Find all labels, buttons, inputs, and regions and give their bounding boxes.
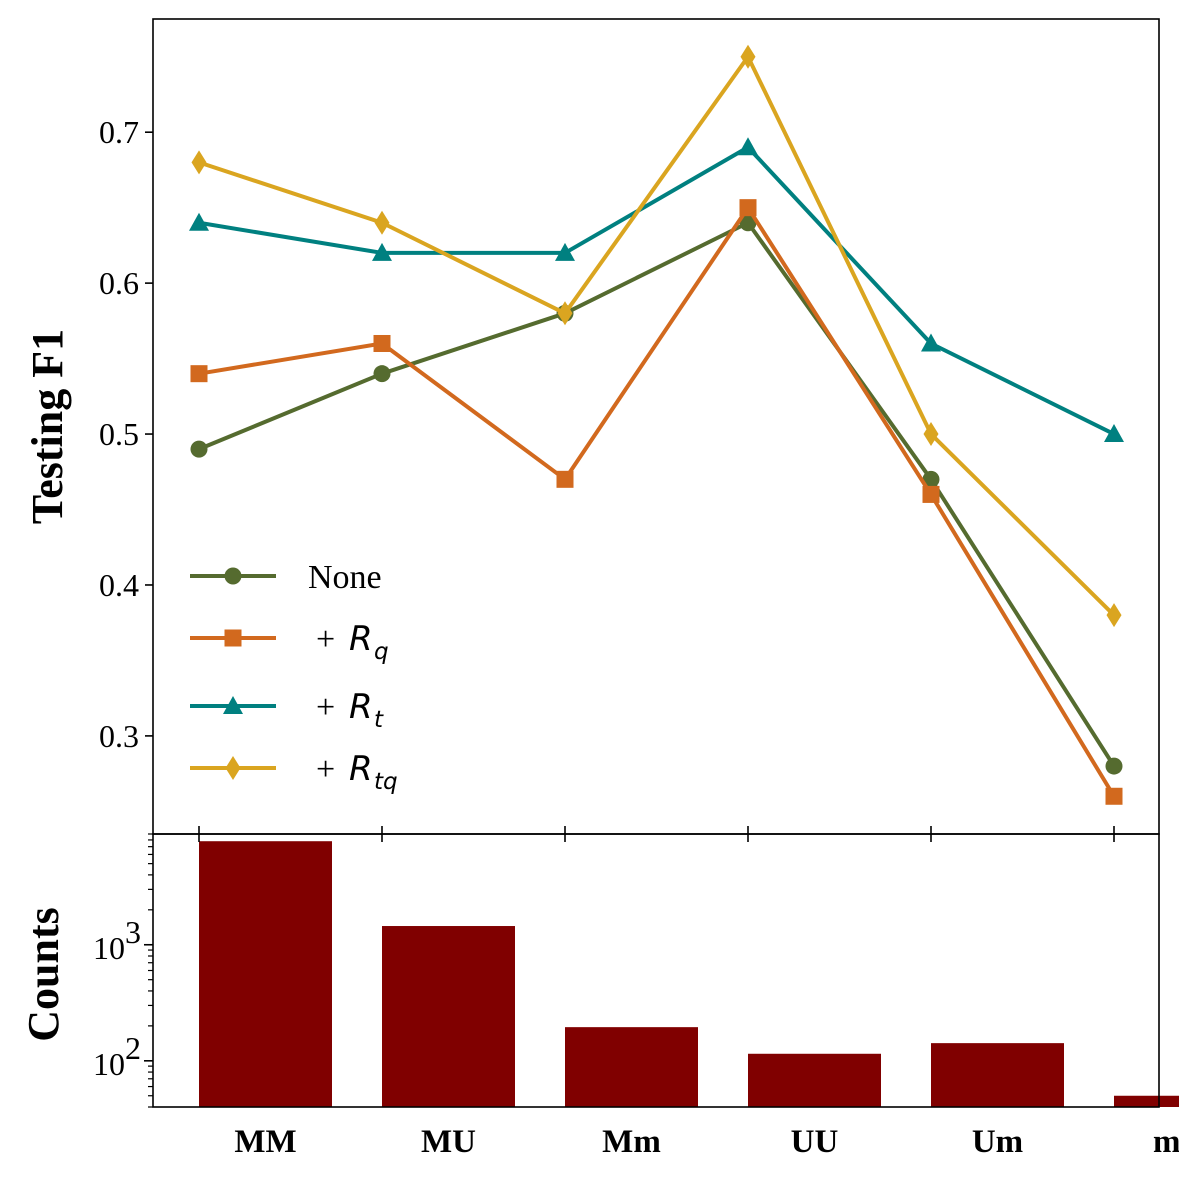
legend-marker: [223, 696, 243, 714]
series-2: [189, 137, 1124, 443]
plot-frame: [152, 18, 1160, 835]
x-tick-label: Um: [972, 1124, 1023, 1160]
series-line: [198, 205, 1116, 798]
data-point-marker: [373, 365, 391, 383]
data-point-marker: [191, 150, 207, 175]
data-point-marker: [739, 199, 757, 217]
legend-marker: [225, 756, 241, 780]
data-point-marker: [374, 210, 390, 235]
data-point-marker: [1105, 757, 1123, 775]
y-tick-label: 10: [93, 1046, 125, 1082]
data-point-marker: [740, 44, 756, 69]
data-point-marker: [372, 242, 392, 261]
legend-subscript: q: [374, 639, 389, 665]
data-point-marker: [189, 212, 209, 231]
bar: [1114, 1095, 1179, 1107]
series-line: [198, 220, 1116, 768]
legend-marker: [224, 629, 242, 647]
data-point-marker: [373, 334, 391, 352]
bar: [748, 1053, 881, 1107]
data-point-marker: [922, 470, 940, 488]
data-point-marker: [555, 242, 575, 261]
y-tick-label: 0.5: [99, 416, 139, 452]
legend-prefix: +: [316, 751, 335, 788]
data-point-marker: [557, 301, 573, 326]
x-tick-label: MM: [234, 1124, 296, 1160]
legend-symbol: R: [349, 687, 373, 727]
data-point-marker: [738, 137, 758, 156]
y-tick-label: 0.3: [99, 718, 139, 754]
bar-chart-panel: 102103MMMUMmUUUmmmCounts: [19, 826, 1179, 1160]
data-point-marker: [923, 422, 939, 447]
bar: [382, 926, 515, 1107]
bar: [565, 1027, 698, 1107]
x-tick-label: UU: [791, 1124, 839, 1160]
legend-entry: None: [190, 559, 382, 596]
legend-prefix: +: [316, 689, 335, 726]
bar: [199, 841, 332, 1107]
bar: [931, 1043, 1064, 1107]
data-point-marker: [190, 440, 208, 458]
data-point-marker: [922, 485, 940, 503]
legend-symbol: R: [349, 619, 373, 659]
data-point-marker: [739, 214, 757, 232]
y-tick-exponent: 2: [125, 1030, 141, 1066]
y-tick-label: 0.4: [99, 567, 139, 603]
series-line: [198, 145, 1115, 436]
data-point-marker: [1105, 787, 1123, 805]
legend-prefix: +: [316, 621, 335, 658]
data-point-marker: [556, 470, 574, 488]
y-tick-exponent: 3: [125, 914, 141, 950]
legend-subscript: t: [374, 707, 384, 733]
y-axis-title: Counts: [19, 907, 68, 1042]
legend-subscript: tq: [374, 769, 398, 795]
data-point-marker: [921, 333, 941, 352]
y-tick-label: 10: [93, 930, 125, 966]
y-tick-label: 0.6: [99, 265, 139, 301]
legend-symbol: R: [349, 749, 373, 789]
y-tick-label: 0.7: [99, 114, 139, 150]
line-chart-panel: 0.3 0.4 0.5 0.6 0.7 Testing F1: [23, 18, 1160, 835]
series-line: [198, 54, 1116, 617]
legend-label: None: [308, 559, 382, 596]
series-3: [191, 44, 1122, 628]
x-tick-label: Mm: [602, 1124, 661, 1160]
series-1: [190, 199, 1123, 805]
y-axis-title: Testing F1: [23, 329, 72, 524]
data-point-marker: [1106, 603, 1122, 628]
legend-marker: [224, 567, 242, 585]
data-point-marker: [1104, 424, 1124, 443]
x-tick-label: MU: [421, 1124, 476, 1160]
data-point-marker: [190, 365, 208, 383]
x-tick-label: mm: [1153, 1124, 1179, 1160]
